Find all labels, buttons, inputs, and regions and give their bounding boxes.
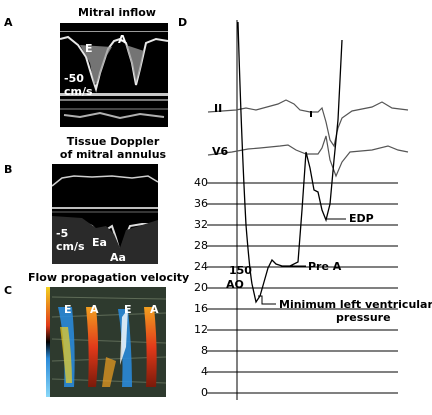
- flow-e-wave-label-1: E: [64, 303, 72, 316]
- mitral-a-wave-label: A: [118, 33, 127, 46]
- mitral-velocity-scale-unit: cm/s: [64, 85, 93, 98]
- flow-e-wave-label-2: E: [124, 303, 132, 316]
- y-tick-0: 0: [201, 386, 208, 399]
- y-tick-8: 8: [201, 344, 208, 357]
- tissue-velocity-scale-unit: cm/s: [56, 240, 85, 253]
- y-tick-36: 36: [194, 197, 208, 210]
- panel-b-letter: B: [4, 163, 13, 176]
- ecg-lead-v6-trace: [207, 135, 409, 178]
- y-tick-28: 28: [194, 239, 208, 252]
- y-tick-20: 20: [194, 281, 208, 294]
- y-tick-24: 24: [194, 260, 208, 273]
- ecg-lead-v6-label: V6: [212, 145, 229, 158]
- panel-b-title-line1: Tissue Doppler: [66, 135, 160, 148]
- tissue-aa-wave-label: Aa: [110, 251, 126, 264]
- mitral-e-wave-label: E: [85, 42, 93, 55]
- flow-a-wave-label-2: A: [150, 303, 159, 316]
- panel-d-letter: D: [178, 16, 188, 29]
- panel-c-letter: C: [4, 284, 13, 297]
- aortic-pressure-trace: [237, 21, 253, 285]
- panel-c-title: Flow propagation velocity: [28, 271, 190, 284]
- tissue-velocity-scale-value: -5: [56, 227, 69, 240]
- panel-b-title-line2: of mitral annulus: [59, 148, 167, 161]
- y-tick-16: 16: [194, 302, 208, 315]
- y-tick-32: 32: [194, 218, 208, 231]
- tissue-doppler-trace: [52, 164, 158, 264]
- edp-annotation: EDP: [349, 212, 374, 225]
- panel-a-title: Mitral inflow: [78, 6, 156, 19]
- ecg-lead-ii-label: II: [214, 102, 223, 115]
- y-tick-40: 40: [194, 176, 208, 189]
- pre-a-annotation: Pre A: [308, 260, 342, 273]
- panel-a-letter: A: [4, 16, 13, 29]
- color-mmode-flow-map: [46, 287, 166, 397]
- ecg-lead-ii-trace: [207, 99, 409, 148]
- y-tick-12: 12: [194, 323, 208, 336]
- mitral-inflow-doppler-trace: [60, 23, 168, 127]
- y-tick-4: 4: [201, 365, 208, 378]
- aortic-pressure-label: AO: [226, 278, 244, 291]
- min-lv-leader-line: [258, 295, 276, 305]
- min-lv-pressure-annotation-line1: Minimum left ventricular: [279, 298, 432, 311]
- tissue-ea-wave-label: Ea: [92, 236, 107, 249]
- flow-a-wave-label-1: A: [90, 303, 99, 316]
- min-lv-pressure-annotation-line2: pressure: [336, 311, 391, 324]
- aortic-pressure-value: 150: [229, 264, 252, 277]
- mitral-velocity-scale-value: -50: [64, 72, 84, 85]
- tissue-doppler-image: -5 cm/s Ea Aa: [52, 164, 158, 264]
- mitral-inflow-doppler-image: E A -50 cm/s: [60, 23, 168, 127]
- color-mmode-image: E A E A: [46, 287, 166, 397]
